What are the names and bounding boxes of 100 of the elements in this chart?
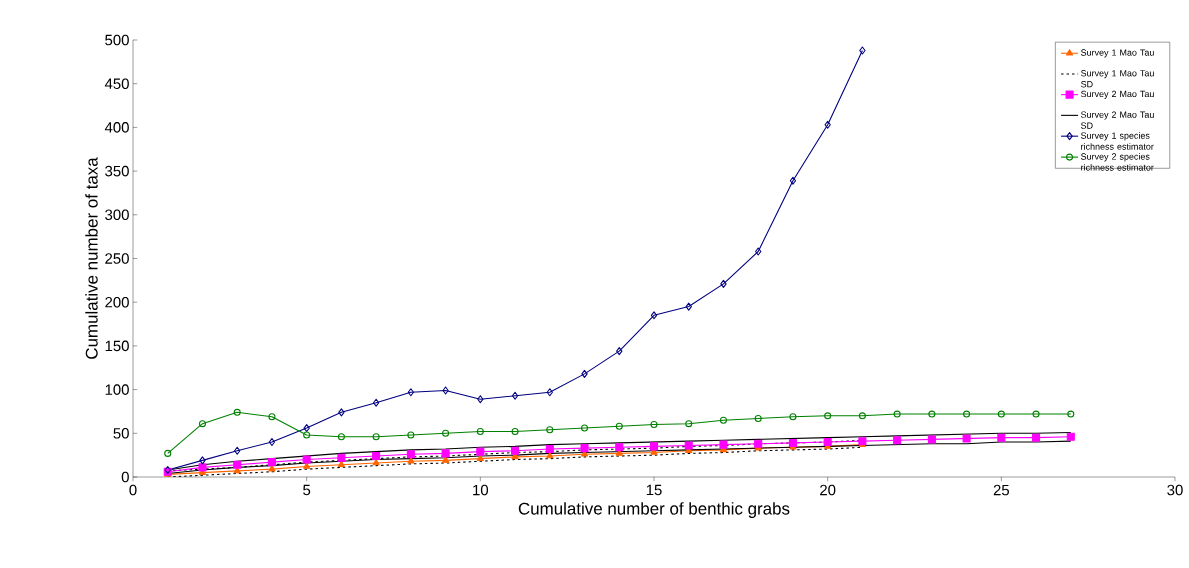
- y-tick-label: 200: [105, 296, 129, 308]
- point: [824, 120, 831, 129]
- point: [823, 438, 832, 447]
- point: [685, 420, 693, 428]
- point: [963, 410, 971, 418]
- x-tick-label: 0: [129, 484, 137, 496]
- point: [581, 369, 588, 378]
- point: [789, 176, 797, 185]
- point: [581, 424, 589, 432]
- point: [928, 410, 936, 418]
- point: [858, 412, 866, 420]
- legend-label: Survey 2 Mao Tau SD: [1081, 111, 1154, 129]
- point: [234, 446, 241, 455]
- point: [719, 440, 728, 449]
- point: [650, 448, 658, 455]
- x-tick-label: 5: [303, 484, 311, 496]
- point: [198, 420, 207, 428]
- point: [997, 410, 1005, 418]
- point: [442, 386, 449, 395]
- point: [477, 395, 484, 404]
- point: [511, 428, 519, 436]
- point: [719, 416, 728, 424]
- point: [1066, 432, 1075, 441]
- y-axis-title: Cumulative number of taxa: [85, 157, 98, 359]
- point: [546, 388, 553, 397]
- point: [302, 455, 311, 464]
- point: [755, 247, 762, 256]
- point: [824, 412, 832, 420]
- point: [615, 422, 623, 430]
- point: [1032, 410, 1040, 418]
- y-tick-label: 100: [105, 384, 129, 395]
- point: [615, 443, 624, 452]
- point: [997, 433, 1006, 442]
- x-tick-label: 20: [820, 484, 836, 496]
- point: [406, 450, 415, 459]
- point: [303, 431, 311, 439]
- point: [441, 449, 450, 458]
- y-tick-label: 500: [105, 34, 129, 46]
- point: [338, 408, 345, 417]
- point: [616, 347, 623, 356]
- point: [511, 446, 520, 455]
- point: [337, 433, 345, 441]
- point: [407, 388, 415, 397]
- point: [650, 311, 658, 320]
- point: [650, 421, 658, 429]
- point: [788, 438, 797, 447]
- point: [615, 449, 623, 456]
- point: [268, 465, 276, 472]
- point: [233, 408, 241, 416]
- point: [199, 456, 206, 465]
- y-tick-label: 400: [104, 122, 129, 133]
- point: [267, 458, 276, 467]
- x-tick-label: 15: [646, 484, 662, 496]
- point: [546, 426, 554, 434]
- point: [407, 431, 415, 439]
- point: [303, 462, 311, 469]
- point: [859, 46, 866, 55]
- point: [927, 435, 936, 444]
- legend-label: Survey 2 Mao Tau: [1081, 90, 1154, 99]
- point: [442, 456, 450, 463]
- point: [545, 444, 554, 454]
- point: [511, 391, 519, 400]
- y-tick-label: 300: [105, 209, 129, 221]
- legend-label: Survey 2 species richness estimator: [1081, 153, 1154, 171]
- point: [720, 279, 727, 288]
- legend-label: Survey 1 species richness estimator: [1081, 132, 1154, 150]
- y-tick-label: 150: [105, 340, 129, 352]
- point: [754, 439, 763, 448]
- point: [337, 460, 345, 468]
- y-tick-label: 50: [113, 428, 129, 439]
- x-tick-label: 25: [993, 484, 1010, 496]
- legend-label: Survey 1 Mao Tau: [1081, 49, 1154, 58]
- y-tick-label: 350: [105, 165, 129, 177]
- point: [649, 442, 659, 451]
- point: [442, 429, 450, 437]
- point: [372, 398, 380, 407]
- legend-label: Survey 1 Mao Tau SD: [1081, 70, 1154, 88]
- y-tick-label: 0: [121, 471, 129, 483]
- point: [268, 413, 276, 421]
- point: [372, 433, 380, 441]
- y-tick-label: 450: [104, 78, 129, 89]
- y-tick-label: 250: [105, 253, 129, 264]
- point: [893, 410, 901, 418]
- x-axis-title: Cumulative number of benthic grabs: [518, 502, 790, 518]
- point: [962, 434, 971, 443]
- point: [233, 460, 242, 469]
- point: [337, 453, 346, 462]
- point: [684, 441, 693, 450]
- point: [893, 436, 902, 445]
- point: [476, 428, 484, 436]
- point: [198, 463, 207, 472]
- point: [789, 413, 797, 421]
- point: [268, 438, 276, 447]
- point: [1032, 433, 1041, 442]
- point: [580, 444, 589, 453]
- point: [685, 302, 692, 311]
- point: [372, 451, 381, 461]
- point: [407, 457, 415, 464]
- x-tick-label: 30: [1167, 484, 1183, 496]
- point: [754, 414, 762, 422]
